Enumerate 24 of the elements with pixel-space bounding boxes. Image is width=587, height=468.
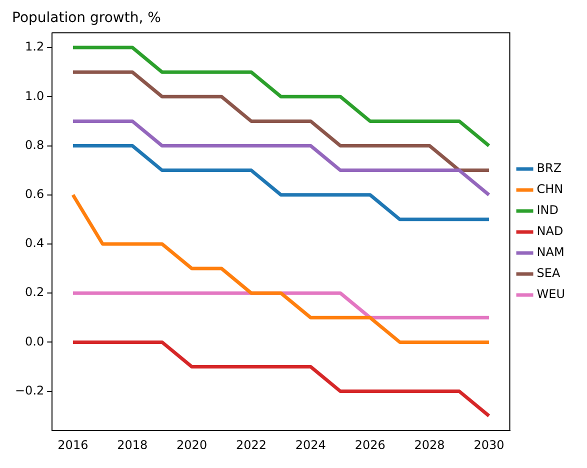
legend-label: IND (536, 203, 559, 218)
x-tick-label: 2024 (295, 438, 326, 452)
legend-label: SEA (536, 266, 561, 280)
y-tick-label: 0.6 (25, 186, 44, 201)
y-tick-label: 0.2 (25, 285, 44, 300)
x-tick-label: 2028 (414, 438, 445, 452)
y-tick-label: 0.4 (25, 236, 44, 250)
legend-label: BRZ (536, 161, 562, 176)
y-tick-label: −0.2 (15, 383, 44, 398)
x-tick-label: 2020 (176, 438, 208, 452)
legend-label: CHN (536, 182, 564, 196)
x-tick-label: 2016 (58, 438, 88, 452)
legend-label: NAD (536, 224, 564, 238)
y-tick-label: 0.0 (25, 334, 44, 348)
x-tick-label: 2030 (474, 438, 504, 452)
chart-title: Population growth, % (12, 10, 161, 26)
x-tick-label: 2018 (117, 438, 148, 452)
x-tick-label: 2022 (236, 438, 267, 452)
y-tick-label: 0.8 (25, 138, 44, 152)
legend-label: WEU (536, 287, 566, 302)
legend-label: NAM (536, 245, 564, 260)
y-tick-label: 1.2 (25, 40, 44, 54)
x-tick-label: 2026 (354, 438, 386, 452)
y-tick-label: 1.0 (25, 88, 44, 103)
